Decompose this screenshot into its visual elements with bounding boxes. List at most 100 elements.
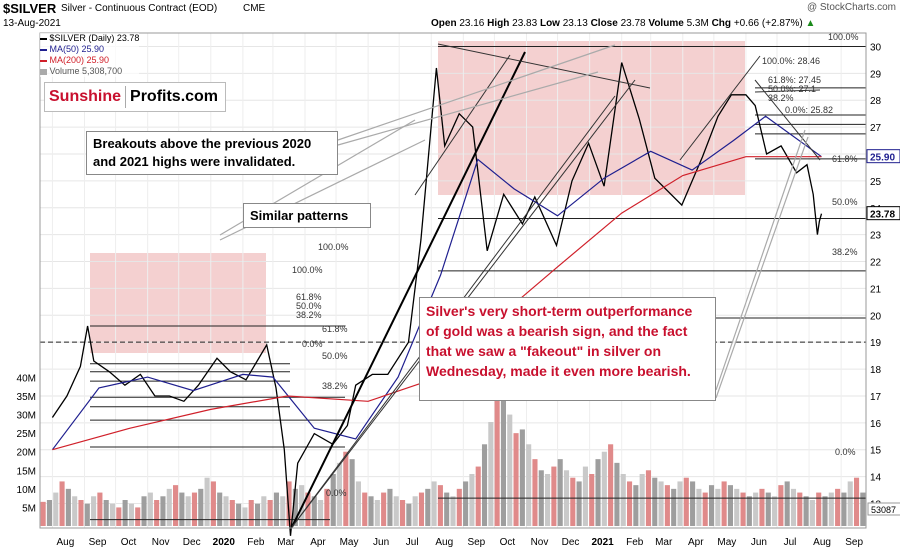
volume-bar	[97, 492, 103, 526]
x-tick-label: 2021	[592, 537, 615, 548]
volume-tick-label: 15M	[17, 466, 36, 477]
fib-label: 38.2%	[322, 381, 348, 391]
exchange: CME	[243, 3, 266, 14]
volume-bar	[513, 433, 519, 526]
fib-label: 50.0%: 27.1	[768, 84, 817, 94]
plot-frame	[39, 32, 867, 529]
volume-bar	[198, 488, 204, 526]
open-label: Open	[431, 18, 457, 29]
volume-bar	[816, 492, 822, 526]
volume-bar	[570, 477, 576, 526]
volume-bar	[280, 496, 286, 526]
main-callout-text: Silver's very short-term outperformance …	[426, 303, 693, 379]
volume-bar	[267, 500, 273, 526]
volume-bar	[393, 496, 399, 526]
volume-bar	[46, 500, 53, 526]
volume-bar	[532, 459, 538, 526]
volume-bar	[311, 496, 317, 526]
volume-bar	[790, 488, 797, 526]
logo-divider	[125, 86, 127, 108]
volume-bar	[639, 474, 645, 526]
trendline	[414, 54, 511, 196]
volume-bar	[349, 459, 355, 526]
callout-pointer	[715, 136, 809, 399]
fib-label: 61.8%	[832, 154, 858, 164]
volume-bar	[759, 488, 765, 526]
chg-label: Chg	[711, 18, 732, 29]
volume-bar	[500, 358, 506, 526]
callout-pointer	[337, 71, 599, 146]
volume-bar	[582, 466, 588, 526]
x-tick-label: Mar	[277, 537, 295, 548]
price-tick-label: 17	[870, 392, 882, 403]
volume-bar	[318, 500, 324, 526]
volume-bar	[444, 492, 450, 526]
trendline	[291, 51, 526, 528]
volume-bar	[368, 496, 374, 526]
volume-bar	[620, 474, 626, 526]
shade-2019-range	[90, 253, 266, 353]
volume-bar	[343, 451, 349, 526]
volume-bar	[387, 488, 393, 526]
volume-bar	[91, 496, 97, 526]
watermark: @ StockCharts.com	[806, 2, 896, 13]
ohlc-readout: Open 23.16 High 23.83 Low 23.13 Close 23…	[431, 18, 815, 29]
fib-label: 0.0%: 25.82	[785, 105, 834, 115]
volume-bar	[778, 485, 784, 526]
volume-bar	[166, 488, 172, 526]
fib-label: 0.0%	[835, 447, 856, 457]
fib-label: 50.0%	[322, 351, 348, 361]
fib-label: 38.2%	[832, 247, 858, 257]
volume-bar	[746, 496, 752, 526]
fib-label: 50.0%	[296, 301, 322, 311]
volume-bar	[72, 496, 78, 526]
legend-text: $SILVER (Daily) 23.78	[49, 33, 140, 43]
volume-bar	[463, 481, 469, 526]
volume-bar	[608, 444, 614, 526]
volume-bar	[664, 485, 670, 526]
x-tick-label: May	[717, 537, 736, 548]
volume-bar	[217, 492, 223, 526]
volume-bar	[154, 500, 160, 526]
volume-value: 5.3M	[686, 18, 709, 29]
volume-bar	[292, 488, 298, 526]
series-price-line	[51, 62, 823, 536]
volume-bar	[305, 492, 311, 526]
symbol: $SILVER	[3, 1, 57, 16]
legend-item-ma200: MA(200) 25.90	[40, 55, 139, 66]
x-tick-label: Feb	[247, 537, 265, 548]
axes: 131415161718192021222324252627282930AugS…	[17, 32, 900, 548]
volume-bar	[488, 422, 494, 526]
fib-label: 0.0%	[302, 339, 323, 349]
x-tick-label: Apr	[688, 537, 704, 548]
volume-bar	[412, 496, 418, 526]
legend-item-ma50: MA(50) 25.90	[40, 44, 139, 55]
volume-bar	[734, 488, 740, 526]
volume-bar	[481, 444, 488, 526]
volume-bar	[551, 466, 557, 526]
legend-swatch	[40, 68, 47, 75]
volume-bar	[576, 481, 582, 526]
high-label: High	[487, 18, 510, 29]
x-tick-label: Sep	[467, 537, 485, 548]
volume-bar	[652, 477, 658, 526]
volume-bar	[450, 496, 456, 526]
open-value: 23.16	[459, 18, 485, 29]
volume-bar	[822, 496, 828, 526]
volume-bar	[109, 503, 116, 526]
x-tick-label: Dec	[183, 537, 201, 548]
fib-label: 38.2%	[768, 93, 794, 103]
logo-part-1: Sunshine	[49, 88, 122, 105]
volume-bar	[633, 485, 639, 526]
volume-bar	[147, 492, 153, 526]
price-tick-label: 14	[870, 473, 882, 484]
price-tag-box	[866, 149, 900, 164]
volume-bar	[671, 488, 677, 526]
volume-bar	[229, 500, 235, 526]
volume-bar	[469, 474, 475, 526]
volume-bar	[526, 444, 532, 526]
volume-bar	[727, 485, 733, 526]
volume-bar	[53, 492, 59, 526]
volume-bar	[242, 507, 248, 526]
volume-bar	[179, 492, 185, 526]
